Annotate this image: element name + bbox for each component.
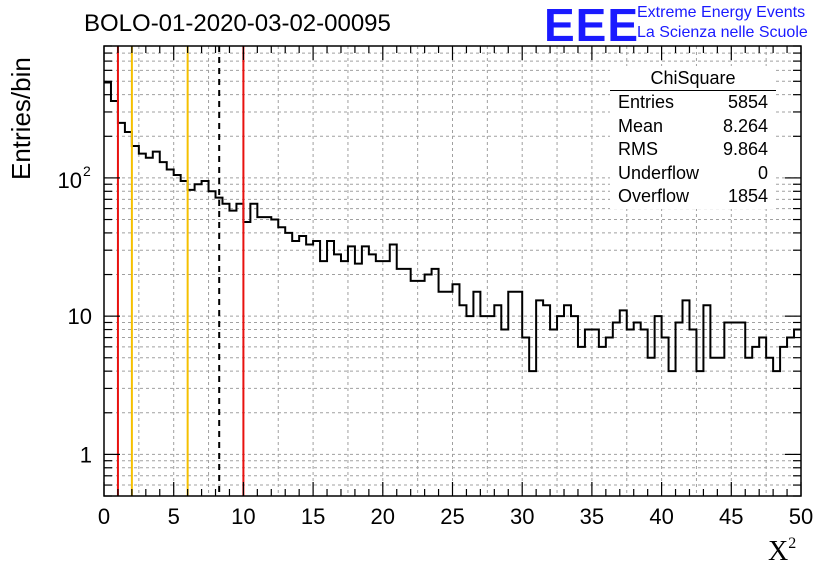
stats-label: RMS — [618, 139, 658, 159]
x-tick-label: 50 — [789, 504, 813, 529]
stats-box: ChiSquare Entries 5854 Mean 8.264 RMS 9.864… — [610, 66, 776, 209]
x-axis-label-base: X — [768, 536, 789, 567]
stats-value: 0 — [757, 162, 768, 183]
x-tick-label: 30 — [510, 504, 534, 529]
x-axis-label: X2 — [768, 534, 797, 568]
x-tick-label: 15 — [301, 504, 325, 529]
chart-title: BOLO-01-2020-03-02-00095 — [84, 10, 391, 37]
x-tick-label: 5 — [168, 504, 180, 529]
stats-value: 9.864 — [722, 139, 768, 159]
logo-line-2: La Scienza nelle Scuole — [637, 24, 808, 41]
eee-logo: EEE — [544, 0, 640, 51]
x-axis-label-sup: 2 — [788, 534, 797, 552]
x-tick-label: 10 — [231, 504, 255, 529]
stats-label: Underflow — [618, 162, 700, 183]
stats-row-mean: Mean 8.264 — [610, 115, 776, 139]
stats-row-rms: RMS 9.864 — [610, 138, 776, 162]
x-tick-label: 20 — [371, 504, 395, 529]
stats-value: 8.264 — [722, 115, 768, 136]
stats-title: ChiSquare — [610, 66, 776, 91]
x-tick-label: 25 — [440, 504, 464, 529]
y-axis-label: Entries/bin — [6, 57, 36, 180]
stats-row-overflow: Overflow 1854 — [610, 185, 776, 209]
x-tick-label: 40 — [649, 504, 673, 529]
stats-value: 5854 — [727, 92, 768, 112]
stats-label: Entries — [618, 92, 675, 112]
stats-row-entries: Entries 5854 — [610, 91, 776, 115]
logo-line-1: Extreme Energy Events — [637, 4, 806, 21]
y-tick-label-exponent: 2 — [83, 163, 91, 179]
histogram-series — [104, 81, 801, 373]
y-tick-label: 10 — [58, 168, 82, 193]
y-tick-label: 1 — [80, 442, 92, 467]
stats-value: 1854 — [727, 186, 768, 206]
stats-row-underflow: Underflow 0 — [610, 162, 776, 186]
x-tick-label: 0 — [98, 504, 110, 529]
x-tick-label: 35 — [580, 504, 604, 529]
x-tick-label: 45 — [719, 504, 743, 529]
y-tick-label: 10 — [68, 304, 92, 329]
stats-label: Overflow — [618, 186, 690, 206]
stats-label: Mean — [618, 115, 664, 136]
